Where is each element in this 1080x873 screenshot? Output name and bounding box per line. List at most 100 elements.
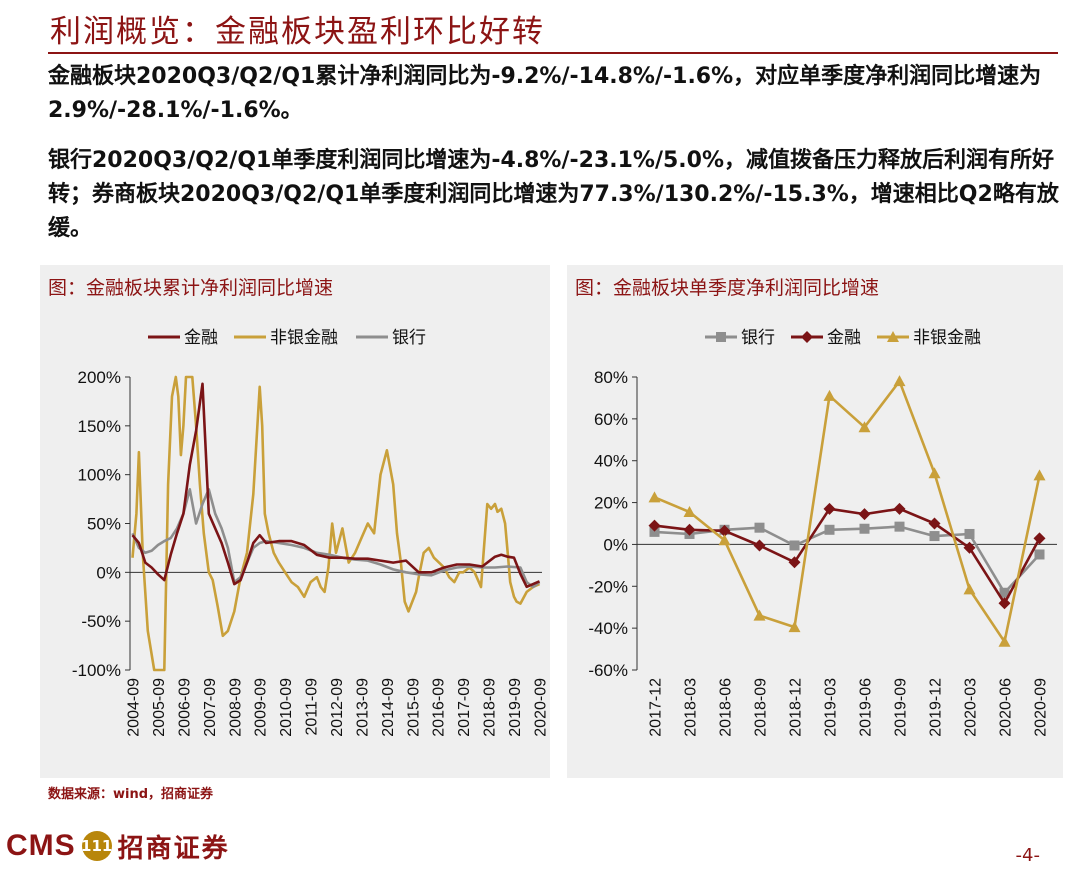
legend-label: 银行 [392,328,426,348]
x-tick-label: 2020-09 [532,678,549,737]
summary-paragraph-1: 金融板块2020Q3/Q2/Q1累计净利润同比为-9.2%/-14.8%/-1.… [48,64,1042,123]
x-tick-label: 2018-06 [718,678,735,737]
x-tick-label: 2020-03 [963,678,980,737]
series-line-bank [654,525,1041,595]
x-tick-label: 2012-09 [329,678,346,737]
x-tick-label: 2014-09 [380,678,397,737]
x-tick-label: 2005-09 [151,678,168,737]
y-tick-label: 200% [78,368,121,387]
x-tick-label: 2019-06 [858,678,875,737]
quarterly-profit-chart-panel: 80% 60% 40% 20% 0% -20% -40% -60% 2017-12 2018-03… [567,265,1063,778]
x-tick-label: 2010-09 [278,678,295,737]
x-tick-label: 2018-12 [788,678,805,737]
x-tick-label: 2013-09 [354,678,371,737]
y-tick-label: 50% [87,515,121,534]
data-point-square [894,521,905,532]
data-point-triangle [788,621,801,633]
chart-title-quarterly: 图：金融板块单季度净利润同比增速 [575,277,880,299]
series-line-finance [654,507,1041,605]
y-tick-label: -100% [72,661,121,680]
legend-label: 银行 [741,328,775,348]
x-tick-label: 2009-09 [253,678,270,737]
title-divider [48,52,1058,54]
data-point-square [754,522,765,533]
x-tick-label: 2019-12 [928,678,945,737]
y-tick-label: -40% [588,619,628,638]
data-point-square [716,332,726,342]
page-title: 利润概览：金融板块盈利环比好转 [50,14,545,50]
x-tick-label: 2015-09 [405,678,422,737]
logo-text: CMS [6,829,76,862]
x-tick-label: 2020-06 [998,678,1015,737]
x-tick-label: 2011-09 [304,678,321,736]
cumulative-profit-chart: 200% 150% 100% 50% 0% -50% -100% 2004-09 2005-09… [72,328,550,737]
data-point-square [649,526,660,537]
data-point-square [1034,549,1045,560]
y-tick-label: 20% [594,494,628,513]
data-point-diamond [788,556,801,569]
legend-label: 非银金融 [270,328,338,348]
legend-item: 非银金融 [234,328,338,348]
legend-item: 银行 [356,328,426,348]
data-point-triangle [1033,469,1046,481]
company-logo: CMS 111 招商证券 [6,826,230,866]
data-point-triangle [648,491,661,503]
legend-item: 金融 [148,328,218,348]
data-point-diamond [893,502,906,515]
series-line-finance [131,382,541,589]
logo-chinese-name: 招商证券 [117,833,230,864]
series-line-nonbank [653,379,1041,644]
data-point-square [964,528,975,539]
data-point-triangle [718,534,731,546]
summary-paragraph-2: 银行2020Q3/Q2/Q1单季度利润同比增速为-4.8%/-23.1%/5.0… [48,148,1059,241]
chart-title-cumulative: 图：金融板块累计净利润同比增速 [48,277,334,299]
data-point-diamond [718,524,731,537]
data-point-square [824,524,835,535]
x-tick-label: 2020-09 [1033,678,1050,737]
logo-emblem-icon: 111 [81,831,112,861]
cumulative-profit-chart-panel: 200% 150% 100% 50% 0% -50% -100% 2004-09 2005-09… [40,265,550,778]
x-tick-label: 2019-09 [893,678,910,737]
data-point-diamond [928,517,941,530]
legend-label: 金融 [827,328,861,348]
data-point-triangle [893,375,906,387]
data-point-triangle [963,583,976,595]
data-point-diamond [753,539,766,552]
x-tick-label: 2016-09 [431,678,448,737]
y-tick-label: 60% [594,410,628,429]
data-point-diamond [1033,532,1046,545]
y-tick-label: -50% [81,612,121,631]
y-tick-label: 100% [78,466,121,485]
y-tick-label: -60% [588,661,628,680]
series-line-nonbank [131,375,541,672]
data-point-triangle [887,331,899,342]
data-point-diamond [963,541,976,554]
data-point-diamond [823,502,836,515]
data-source-note: 数据来源：wind，招商证券 [48,787,214,802]
x-tick-label: 2007-09 [202,678,219,737]
y-tick-label: 80% [594,368,628,387]
data-point-triangle [753,609,766,621]
data-point-square [859,523,870,534]
x-tick-label: 2018-09 [753,678,770,737]
data-point-diamond [683,523,696,536]
legend-label: 金融 [184,328,218,348]
x-tick-label: 2017-12 [648,678,665,737]
y-tick-label: 40% [594,452,628,471]
legend-label: 非银金融 [913,328,981,348]
x-tick-label: 2004-09 [126,678,143,737]
x-tick-label: 2018-03 [683,678,700,737]
x-tick-label: 2017-09 [456,678,473,737]
data-point-triangle [823,389,836,401]
x-tick-label: 2019-03 [823,678,840,737]
data-point-square [999,587,1010,598]
legend-item: 金融 [791,328,861,348]
data-point-square [789,540,800,551]
y-tick-label: -20% [588,577,628,596]
page-number: -4- [1015,845,1040,866]
x-tick-label: 2018-09 [482,678,499,737]
x-tick-label: 2008-09 [227,678,244,737]
legend-item: 非银金融 [877,328,981,348]
data-point-diamond [858,508,871,521]
data-point-diamond [801,331,813,343]
